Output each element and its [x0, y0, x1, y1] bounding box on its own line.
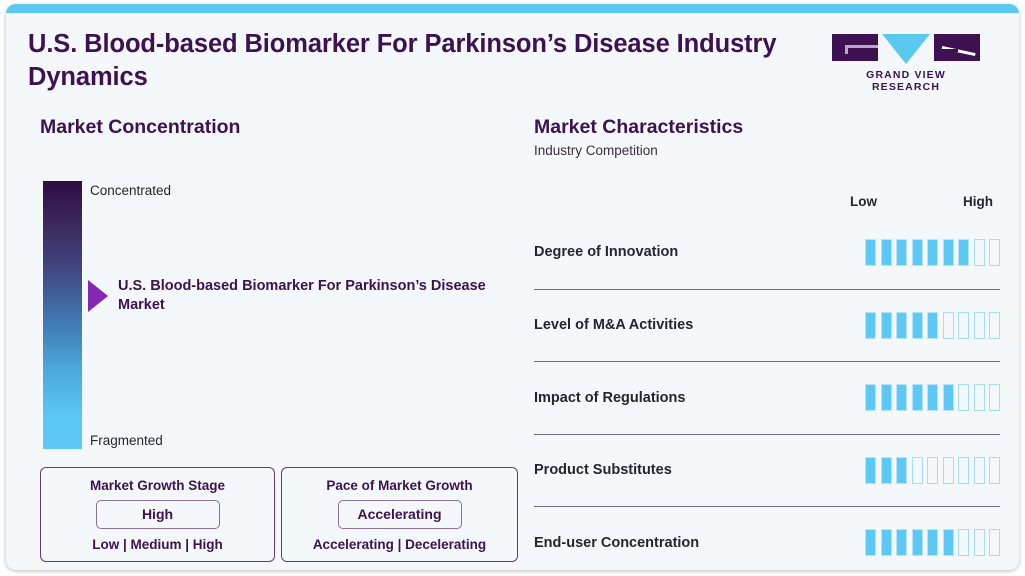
characteristic-rating-bars	[865, 529, 1000, 557]
rating-segment-empty	[973, 529, 985, 557]
characteristic-label: Impact of Regulations	[534, 389, 686, 406]
rating-segment-empty	[911, 456, 923, 484]
rating-segment-filled	[896, 529, 907, 557]
market-position-marker: U.S. Blood-based Biomarker For Parkinson…	[88, 277, 520, 316]
rating-segment-empty	[989, 456, 1000, 484]
marker-arrow-icon	[88, 280, 108, 313]
rating-segment-filled	[880, 311, 892, 339]
characteristic-label: Level of M&A Activities	[534, 317, 694, 334]
rating-segment-filled	[880, 384, 892, 412]
characteristic-rating-bars	[865, 238, 1000, 266]
rating-segment-filled	[942, 529, 954, 557]
marker-label: U.S. Blood-based Biomarker For Parkinson…	[118, 278, 486, 314]
brand-logo: GRAND VIEW RESEARCH	[831, 34, 981, 93]
market-characteristics-title: Market Characteristics	[534, 116, 744, 138]
logo-right-block-icon	[934, 34, 980, 61]
characteristic-rating-bars	[865, 456, 1000, 484]
characteristic-rating-bars	[865, 384, 1000, 412]
scale-header: Low High	[534, 194, 1000, 216]
characteristic-row: End-user Concentration	[534, 506, 1000, 570]
rating-segment-filled	[896, 384, 907, 412]
rating-segment-filled	[880, 238, 892, 266]
concentration-gradient-bar	[43, 181, 82, 449]
rating-segment-empty	[927, 456, 938, 484]
characteristic-label: Degree of Innovation	[534, 244, 679, 261]
characteristic-label: Product Substitutes	[534, 462, 672, 479]
rating-segment-filled	[911, 238, 923, 266]
market-growth-stage-value: High	[95, 500, 220, 529]
rating-segment-filled	[896, 311, 907, 339]
scale-high-label: High	[963, 194, 993, 209]
rating-segment-empty	[989, 529, 1000, 557]
top-accent-bar	[6, 4, 1019, 13]
rating-segment-empty	[989, 311, 1000, 339]
market-concentration-panel: Market Concentration Concentrated Fragme…	[40, 116, 520, 449]
growth-stat-boxes: Market Growth Stage High Low | Medium | …	[40, 467, 518, 562]
rating-segment-filled	[927, 238, 938, 266]
rating-segment-filled	[927, 311, 938, 339]
rating-segment-filled	[911, 311, 923, 339]
market-concentration-title: Market Concentration	[40, 116, 241, 138]
characteristics-list: Degree of Innovation Level of M&A Activit…	[534, 216, 1000, 570]
characteristic-rating-bars	[865, 311, 1000, 339]
rating-segment-filled	[942, 238, 954, 266]
header: U.S. Blood-based Biomarker For Parkinson…	[28, 28, 999, 98]
characteristic-row: Degree of Innovation	[534, 216, 1000, 289]
rating-segment-empty	[989, 238, 1000, 266]
rating-segment-filled	[927, 384, 938, 412]
market-growth-stage-box: Market Growth Stage High Low | Medium | …	[40, 467, 275, 562]
rating-segment-filled	[927, 529, 938, 557]
rating-segment-empty	[942, 311, 954, 339]
rating-segment-empty	[989, 384, 1000, 412]
rating-segment-filled	[865, 384, 876, 412]
logo-triangle-icon	[882, 34, 930, 64]
rating-segment-filled	[865, 238, 876, 266]
rating-segment-filled	[942, 384, 954, 412]
rating-segment-filled	[880, 456, 892, 484]
rating-segment-empty	[942, 456, 954, 484]
pace-of-market-growth-options: Accelerating | Decelerating	[312, 537, 487, 552]
rating-segment-empty	[958, 456, 969, 484]
market-characteristics-subtitle: Industry Competition	[534, 143, 658, 158]
characteristic-row: Level of M&A Activities	[534, 288, 1000, 362]
pace-of-market-growth-box: Pace of Market Growth Accelerating Accel…	[281, 467, 518, 562]
rating-segment-empty	[958, 384, 969, 412]
market-characteristics-panel: Market Characteristics Industry Competit…	[534, 116, 1000, 570]
rating-segment-filled	[911, 529, 923, 557]
characteristic-row: Product Substitutes	[534, 433, 1000, 507]
concentration-scale: Concentrated Fragmented U.S. Blood-based…	[40, 181, 520, 449]
rating-segment-filled	[865, 456, 876, 484]
logo-marks	[831, 34, 981, 64]
concentration-bottom-label: Fragmented	[90, 433, 163, 448]
market-growth-stage-options: Low | Medium | High	[92, 537, 223, 552]
rating-segment-filled	[865, 529, 876, 557]
rating-segment-filled	[958, 238, 969, 266]
rating-segment-empty	[973, 311, 985, 339]
page-title: U.S. Blood-based Biomarker For Parkinson…	[28, 30, 777, 91]
characteristic-label: End-user Concentration	[534, 534, 700, 551]
rating-segment-empty	[973, 238, 985, 266]
characteristic-row: Impact of Regulations	[534, 361, 1000, 434]
logo-left-block-icon	[832, 34, 878, 61]
rating-segment-empty	[973, 456, 985, 484]
concentration-top-label: Concentrated	[90, 183, 172, 198]
rating-segment-empty	[958, 529, 969, 557]
rating-segment-filled	[880, 529, 892, 557]
rating-segment-filled	[896, 238, 907, 266]
rating-segment-filled	[865, 311, 876, 339]
infographic-card: U.S. Blood-based Biomarker For Parkinson…	[6, 4, 1019, 570]
logo-wordmark: GRAND VIEW RESEARCH	[866, 69, 946, 93]
rating-segment-filled	[896, 456, 907, 484]
pace-of-market-growth-value: Accelerating	[337, 500, 462, 529]
rating-segment-filled	[911, 384, 923, 412]
rating-segment-empty	[958, 311, 969, 339]
pace-of-market-growth-title: Pace of Market Growth	[326, 478, 473, 493]
market-growth-stage-title: Market Growth Stage	[89, 478, 226, 493]
scale-low-label: Low	[850, 194, 877, 209]
rating-segment-empty	[973, 384, 985, 412]
